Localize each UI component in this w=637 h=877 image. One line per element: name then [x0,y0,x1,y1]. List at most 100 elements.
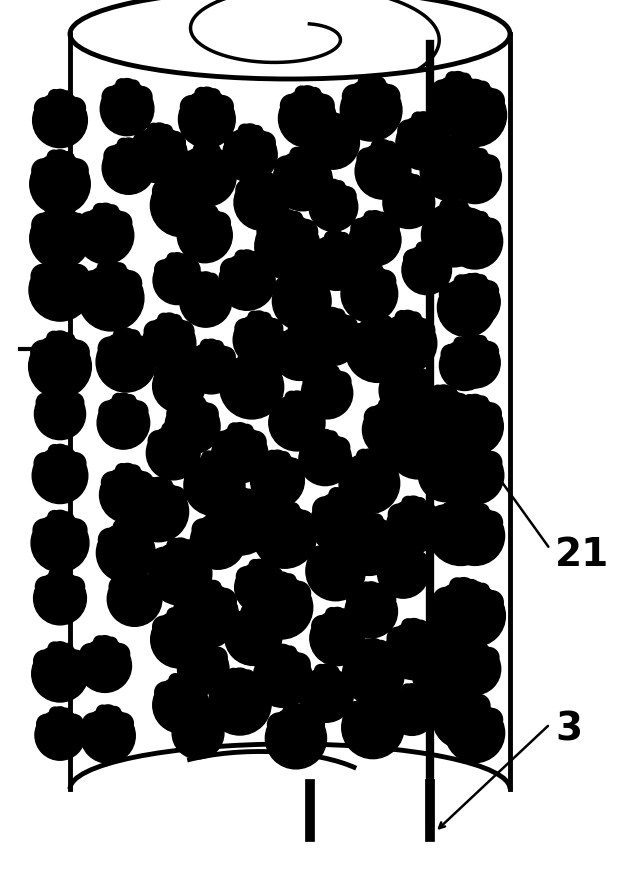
Circle shape [170,316,182,327]
Circle shape [269,573,293,596]
Circle shape [289,324,310,345]
Circle shape [476,337,487,347]
Circle shape [398,121,419,142]
Circle shape [311,616,333,637]
Circle shape [443,84,506,147]
Circle shape [280,96,303,118]
Circle shape [275,332,295,353]
Circle shape [476,82,490,96]
Circle shape [64,715,83,733]
Circle shape [326,232,347,253]
Circle shape [266,181,287,202]
Circle shape [376,86,400,109]
Circle shape [79,212,101,234]
Circle shape [268,713,290,737]
Circle shape [299,433,352,486]
Circle shape [185,343,237,395]
Circle shape [102,142,155,195]
Circle shape [315,665,327,677]
Circle shape [459,75,471,87]
Circle shape [447,215,503,270]
Circle shape [34,573,87,625]
Circle shape [289,212,303,226]
Circle shape [162,424,174,435]
Circle shape [283,646,297,660]
Circle shape [331,373,351,392]
Circle shape [211,588,236,614]
Circle shape [169,674,182,687]
Circle shape [211,96,233,118]
Circle shape [341,696,404,759]
Circle shape [440,200,454,214]
Circle shape [462,700,476,713]
Circle shape [476,150,487,161]
Circle shape [36,577,55,597]
Circle shape [29,336,91,398]
Circle shape [128,466,141,478]
Circle shape [182,675,194,688]
Circle shape [163,423,183,444]
Circle shape [227,613,248,635]
Circle shape [424,423,447,446]
Circle shape [206,207,218,218]
Circle shape [195,143,218,166]
Circle shape [447,591,470,614]
Circle shape [303,270,315,283]
Circle shape [463,444,476,456]
Circle shape [153,360,205,413]
Circle shape [345,319,410,383]
Circle shape [431,250,450,268]
Circle shape [183,365,203,385]
Circle shape [327,667,339,678]
Circle shape [254,607,267,619]
Circle shape [96,524,155,582]
Circle shape [222,519,243,540]
Circle shape [222,361,247,385]
Circle shape [326,608,338,620]
Circle shape [413,113,434,133]
Circle shape [464,700,486,723]
Circle shape [273,272,331,331]
Circle shape [153,677,209,733]
Circle shape [34,453,55,474]
Circle shape [136,570,147,582]
Circle shape [290,148,303,161]
Circle shape [394,544,413,563]
Circle shape [201,340,211,352]
Circle shape [252,581,276,606]
Circle shape [151,548,175,572]
Circle shape [149,543,212,605]
Circle shape [385,623,443,680]
Circle shape [117,272,141,296]
Circle shape [266,451,278,463]
Circle shape [264,567,283,586]
Circle shape [385,182,404,202]
Circle shape [324,538,347,560]
Circle shape [61,512,74,525]
Circle shape [449,644,501,695]
Circle shape [255,133,275,153]
Circle shape [199,705,210,717]
Circle shape [303,373,322,392]
Circle shape [480,452,502,474]
Circle shape [308,89,321,101]
Circle shape [208,89,220,103]
Circle shape [309,183,358,232]
Circle shape [269,396,325,452]
Circle shape [170,171,194,195]
Circle shape [131,338,154,360]
Circle shape [238,125,250,137]
Circle shape [271,502,285,516]
Circle shape [235,251,248,263]
Circle shape [174,322,194,342]
Circle shape [402,619,415,631]
Circle shape [32,214,55,237]
Circle shape [334,115,345,127]
Circle shape [361,582,381,602]
Circle shape [167,608,180,621]
Circle shape [324,180,343,199]
Circle shape [36,394,55,413]
Circle shape [96,332,156,393]
Circle shape [94,204,106,217]
Circle shape [419,627,441,649]
